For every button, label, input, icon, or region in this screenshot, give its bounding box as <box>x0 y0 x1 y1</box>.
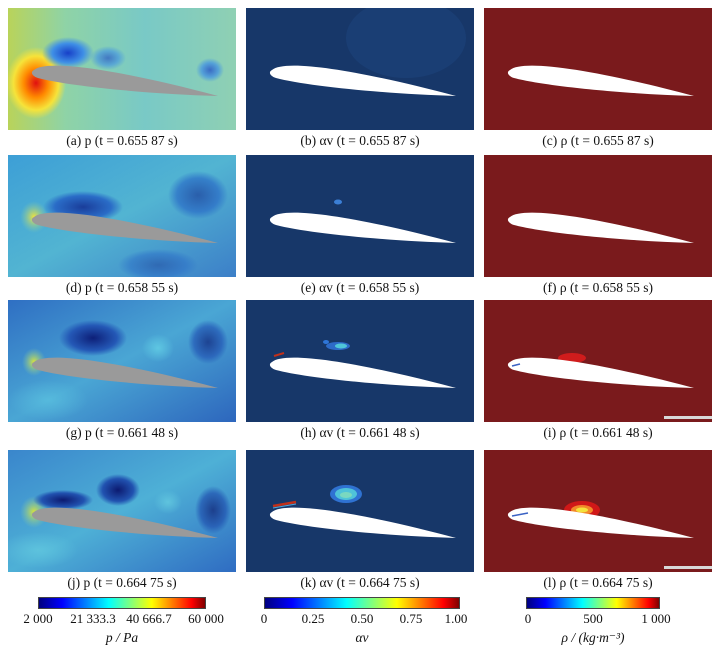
vapor-fraction-colorbar-title: αv <box>355 630 369 645</box>
vapor-cavity <box>334 199 342 205</box>
vapor-fraction-contour-plot <box>246 155 474 277</box>
vapor-fraction-contour-plot <box>246 300 474 422</box>
panel-i-density <box>484 300 712 422</box>
panel-d-pressure <box>8 155 236 277</box>
hydrofoil <box>269 507 456 538</box>
hydrofoil <box>507 65 694 96</box>
hydrofoil <box>507 212 694 243</box>
vapor-fraction-tick: 0.75 <box>399 611 423 626</box>
vapor-fraction-tick: 0.25 <box>301 611 325 626</box>
hydrofoil <box>269 212 456 243</box>
caption-f: (f) ρ (t = 0.658 55 s) <box>543 280 653 295</box>
hydrofoil <box>31 357 219 388</box>
hydrofoil <box>269 65 456 96</box>
density-tick: 0 <box>524 611 532 626</box>
panel-k-vapor-fraction <box>246 450 474 572</box>
caption-a: (a) p (t = 0.655 87 s) <box>66 133 178 148</box>
vapor-fraction-tick: 0.50 <box>350 611 374 626</box>
pressure-contour-plot <box>8 300 236 422</box>
pressure-contour-plot <box>8 450 236 572</box>
caption-j: (j) p (t = 0.664 75 s) <box>67 575 177 590</box>
density-contour-plot <box>484 155 712 277</box>
hydrofoil <box>31 507 219 538</box>
density-tick: 500 <box>583 611 603 626</box>
hydrofoil <box>269 357 456 388</box>
vapor-fraction-tick: 1.00 <box>444 611 468 626</box>
caption-l: (l) ρ (t = 0.664 75 s) <box>543 575 653 590</box>
hydrofoil <box>507 507 694 538</box>
vapor-fraction-colorbar <box>264 597 460 609</box>
vapor-fraction-contour-plot <box>246 450 474 572</box>
panel-b-vapor-fraction <box>246 8 474 130</box>
hydrofoil <box>31 65 219 96</box>
vapor-fraction-contour-plot <box>246 8 474 130</box>
hydrofoil <box>507 357 694 388</box>
panel-l-density <box>484 450 712 572</box>
pressure-contour-plot <box>8 155 236 277</box>
pressure-tick: 21 333.3 <box>70 611 116 626</box>
pressure-tick: 40 666.7 <box>126 611 172 626</box>
panel-g-pressure <box>8 300 236 422</box>
panel-h-vapor-fraction <box>246 300 474 422</box>
panel-j-pressure <box>8 450 236 572</box>
density-contour-plot <box>484 300 712 422</box>
caption-e: (e) αv (t = 0.658 55 s) <box>300 280 420 295</box>
caption-c: (c) ρ (t = 0.655 87 s) <box>542 133 654 148</box>
panel-c-density <box>484 8 712 130</box>
density-colorbar-title: ρ / (kg·m⁻³) <box>561 630 625 645</box>
caption-b: (b) αv (t = 0.655 87 s) <box>300 133 420 148</box>
density-contour-plot <box>484 450 712 572</box>
pressure-tick: 2 000 <box>23 611 53 626</box>
panel-a-pressure <box>8 8 236 130</box>
pressure-contour-plot <box>8 8 236 130</box>
density-contour-plot <box>484 8 712 130</box>
caption-i: (i) ρ (t = 0.661 48 s) <box>543 425 653 440</box>
caption-h: (h) αv (t = 0.661 48 s) <box>300 425 420 440</box>
pressure-tick: 60 000 <box>188 611 224 626</box>
caption-k: (k) αv (t = 0.664 75 s) <box>300 575 420 590</box>
pressure-colorbar-title: p / Pa <box>105 630 139 645</box>
panel-f-density <box>484 155 712 277</box>
vapor-fraction-tick: 0 <box>260 611 268 626</box>
density-colorbar <box>526 597 660 609</box>
panel-e-vapor-fraction <box>246 155 474 277</box>
hydrofoil <box>31 212 219 243</box>
caption-d: (d) p (t = 0.658 55 s) <box>65 280 179 295</box>
caption-g: (g) p (t = 0.661 48 s) <box>65 425 179 440</box>
pressure-colorbar <box>38 597 206 609</box>
density-tick: 1 000 <box>641 611 671 626</box>
